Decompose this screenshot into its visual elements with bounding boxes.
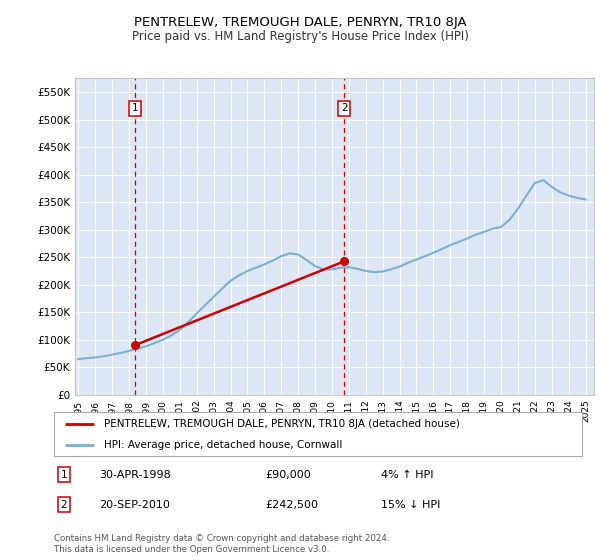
Text: 1: 1 [131, 104, 138, 114]
Text: 4% ↑ HPI: 4% ↑ HPI [382, 470, 434, 480]
Text: £90,000: £90,000 [265, 470, 311, 480]
Text: 15% ↓ HPI: 15% ↓ HPI [382, 500, 441, 510]
Text: PENTRELEW, TREMOUGH DALE, PENRYN, TR10 8JA (detached house): PENTRELEW, TREMOUGH DALE, PENRYN, TR10 8… [104, 419, 460, 429]
Text: HPI: Average price, detached house, Cornwall: HPI: Average price, detached house, Corn… [104, 440, 343, 450]
Text: 20-SEP-2010: 20-SEP-2010 [99, 500, 170, 510]
Text: Contains HM Land Registry data © Crown copyright and database right 2024.: Contains HM Land Registry data © Crown c… [54, 534, 389, 543]
Text: PENTRELEW, TREMOUGH DALE, PENRYN, TR10 8JA: PENTRELEW, TREMOUGH DALE, PENRYN, TR10 8… [134, 16, 466, 29]
Text: 2: 2 [61, 500, 67, 510]
Text: This data is licensed under the Open Government Licence v3.0.: This data is licensed under the Open Gov… [54, 545, 329, 554]
Text: 1: 1 [61, 470, 67, 480]
Text: 2: 2 [341, 104, 347, 114]
Text: 30-APR-1998: 30-APR-1998 [99, 470, 170, 480]
Text: £242,500: £242,500 [265, 500, 318, 510]
Text: Price paid vs. HM Land Registry's House Price Index (HPI): Price paid vs. HM Land Registry's House … [131, 30, 469, 43]
